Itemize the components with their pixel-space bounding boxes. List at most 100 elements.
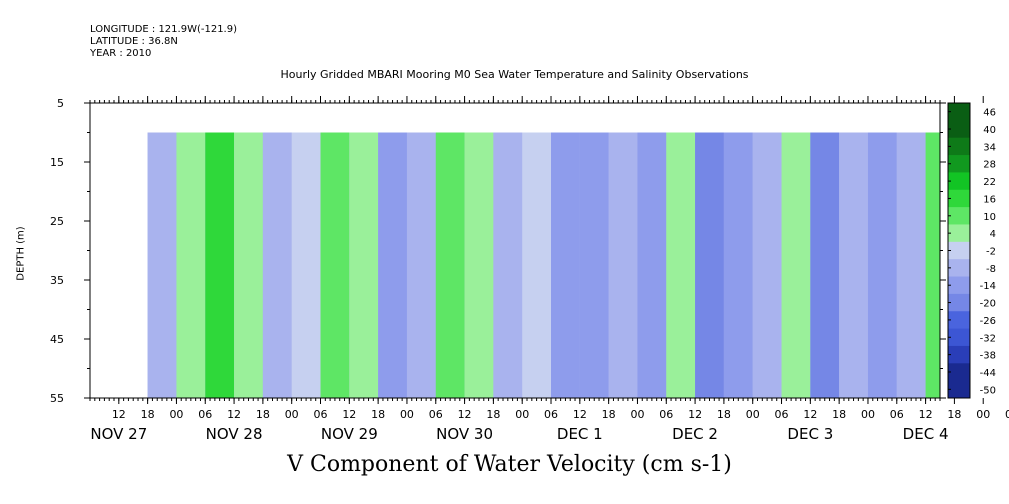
y-tick-label: 55 (50, 392, 64, 405)
velocity-band (464, 132, 494, 398)
y-tick-label: 45 (50, 333, 64, 346)
x-tick-label: 00 (976, 408, 990, 421)
x-tick-label: 12 (919, 408, 933, 421)
velocity-band (781, 132, 811, 398)
colorbar-label: 34 (983, 142, 996, 153)
x-tick-label: 06 (198, 408, 212, 421)
velocity-band (666, 132, 696, 398)
velocity-band (867, 132, 897, 398)
x-tick-label: 06 (1005, 408, 1009, 421)
x-day-label: DEC 1 (557, 425, 603, 443)
x-tick-label: 12 (227, 408, 241, 421)
x-tick-label: 00 (630, 408, 644, 421)
x-tick-label: 00 (285, 408, 299, 421)
colorbar-label: 28 (983, 160, 996, 171)
x-day-label: DEC 3 (787, 425, 833, 443)
x-tick-label: 18 (832, 408, 846, 421)
colorbar-label: -38 (980, 351, 996, 362)
velocity-band (234, 132, 263, 398)
colorbar-label: -32 (980, 333, 996, 344)
velocity-band (378, 132, 407, 398)
colorbar-swatch (948, 276, 970, 295)
x-tick-label: 06 (314, 408, 328, 421)
colorbar-swatch (948, 259, 970, 278)
x-day-label: DEC 4 (903, 425, 949, 443)
colorbar-swatch (948, 345, 970, 364)
velocity-band (291, 132, 321, 398)
chart-title: Hourly Gridded MBARI Mooring M0 Sea Wate… (280, 68, 749, 81)
colorbar-label: -20 (980, 299, 996, 310)
colorbar-swatch (948, 189, 970, 208)
x-tick-label: 18 (141, 408, 155, 421)
velocity-band (925, 132, 940, 398)
x-tick-label: 12 (573, 408, 587, 421)
y-tick-label: 15 (50, 156, 64, 169)
colorbar-label: -44 (980, 368, 996, 379)
velocity-band (551, 132, 580, 398)
x-day-label: NOV 30 (436, 425, 493, 443)
x-tick-label: 18 (486, 408, 500, 421)
x-tick-label: 06 (544, 408, 558, 421)
x-tick-label: 00 (169, 408, 183, 421)
colorbar-swatch (948, 137, 970, 156)
colorbar-label: -8 (986, 264, 996, 275)
x-tick-label: 18 (371, 408, 385, 421)
x-tick-label: 06 (890, 408, 904, 421)
colorbar-label: 46 (983, 108, 996, 119)
colorbar-label: -26 (980, 316, 996, 327)
colorbar-swatch (948, 207, 970, 225)
colorbar-label: 22 (983, 177, 996, 188)
velocity-band (723, 132, 753, 398)
colorbar-swatch (948, 380, 970, 399)
colorbar-label: 10 (983, 212, 996, 223)
colorbar-swatch (948, 172, 970, 191)
velocity-band (608, 132, 638, 398)
y-tick-label: 25 (50, 215, 64, 228)
velocity-band (493, 132, 523, 398)
colorbar-swatch (948, 241, 970, 260)
y-tick-label: 35 (50, 274, 64, 287)
colorbar-swatch (948, 328, 970, 347)
colorbar-label: 4 (990, 229, 996, 240)
x-day-label: NOV 28 (206, 425, 263, 443)
y-tick-label: 5 (57, 97, 64, 110)
velocity-band (406, 132, 436, 398)
x-tick-label: 12 (458, 408, 472, 421)
colorbar-swatch (948, 293, 970, 312)
x-day-label: NOV 27 (90, 425, 147, 443)
colorbar-label: -2 (986, 247, 996, 258)
velocity-band (810, 132, 840, 398)
x-day-label: NOV 29 (321, 425, 378, 443)
x-day-label: DEC 2 (672, 425, 718, 443)
velocity-band (839, 132, 868, 398)
x-tick-label: 18 (947, 408, 961, 421)
colorbar-swatch (948, 155, 970, 173)
velocity-band (262, 132, 292, 398)
colorbar-swatch (948, 103, 970, 121)
x-tick-label: 00 (400, 408, 414, 421)
colorbar-swatch (948, 311, 970, 330)
x-tick-label: 18 (602, 408, 616, 421)
velocity-band (637, 132, 667, 398)
velocity-band (896, 132, 926, 398)
velocity-band (579, 132, 609, 398)
x-tick-label: 00 (861, 408, 875, 421)
longitude-label: LONGITUDE : 121.9W(-121.9) (90, 24, 237, 35)
colorbar-swatch (948, 363, 970, 382)
x-tick-label: 00 (746, 408, 760, 421)
x-tick-label: 06 (659, 408, 673, 421)
x-tick-label: 18 (717, 408, 731, 421)
x-tick-label: 00 (515, 408, 529, 421)
velocity-band (695, 132, 724, 398)
x-tick-label: 18 (256, 408, 270, 421)
velocity-band (205, 132, 235, 398)
velocity-band (147, 132, 177, 398)
x-tick-label: 06 (775, 408, 789, 421)
colorbar-swatch (948, 120, 970, 139)
colorbar-label: -50 (980, 385, 996, 396)
year-label: YEAR : 2010 (90, 48, 152, 59)
x-tick-label: 12 (803, 408, 817, 421)
colorbar-label: -14 (980, 281, 996, 292)
x-axis-title: V Component of Water Velocity (cm s-1) (287, 452, 732, 477)
